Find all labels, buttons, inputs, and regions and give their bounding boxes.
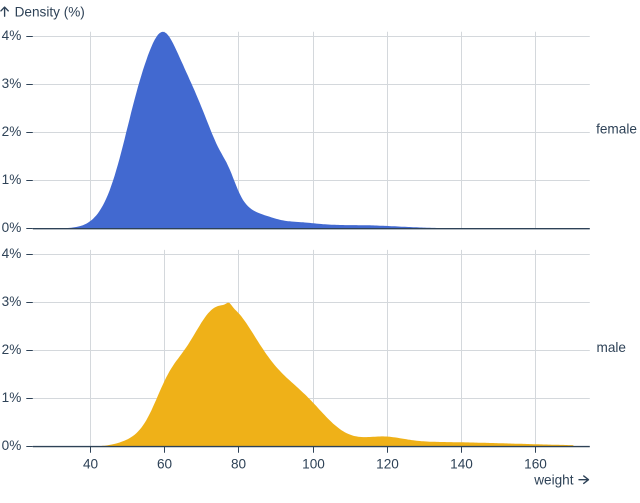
svg-text:2%: 2% [2, 342, 22, 357]
svg-text:1%: 1% [2, 390, 22, 405]
svg-text:0%: 0% [2, 220, 22, 235]
svg-text:80: 80 [231, 456, 247, 471]
svg-text:3%: 3% [2, 76, 22, 91]
svg-text:60: 60 [157, 456, 173, 471]
svg-text:2%: 2% [2, 124, 22, 139]
svg-text:male: male [597, 340, 626, 355]
svg-text:140: 140 [450, 456, 473, 471]
svg-text:4%: 4% [2, 28, 22, 43]
svg-text:120: 120 [376, 456, 399, 471]
svg-text:3%: 3% [2, 294, 22, 309]
svg-text:female: female [596, 121, 637, 136]
svg-text:0%: 0% [2, 438, 22, 453]
svg-text:40: 40 [83, 456, 99, 471]
svg-text:weight: weight [533, 473, 574, 488]
svg-text:100: 100 [302, 456, 325, 471]
svg-text:160: 160 [524, 456, 547, 471]
svg-text:1%: 1% [2, 172, 22, 187]
svg-text:4%: 4% [2, 246, 22, 261]
svg-text:Density (%): Density (%) [15, 4, 85, 19]
